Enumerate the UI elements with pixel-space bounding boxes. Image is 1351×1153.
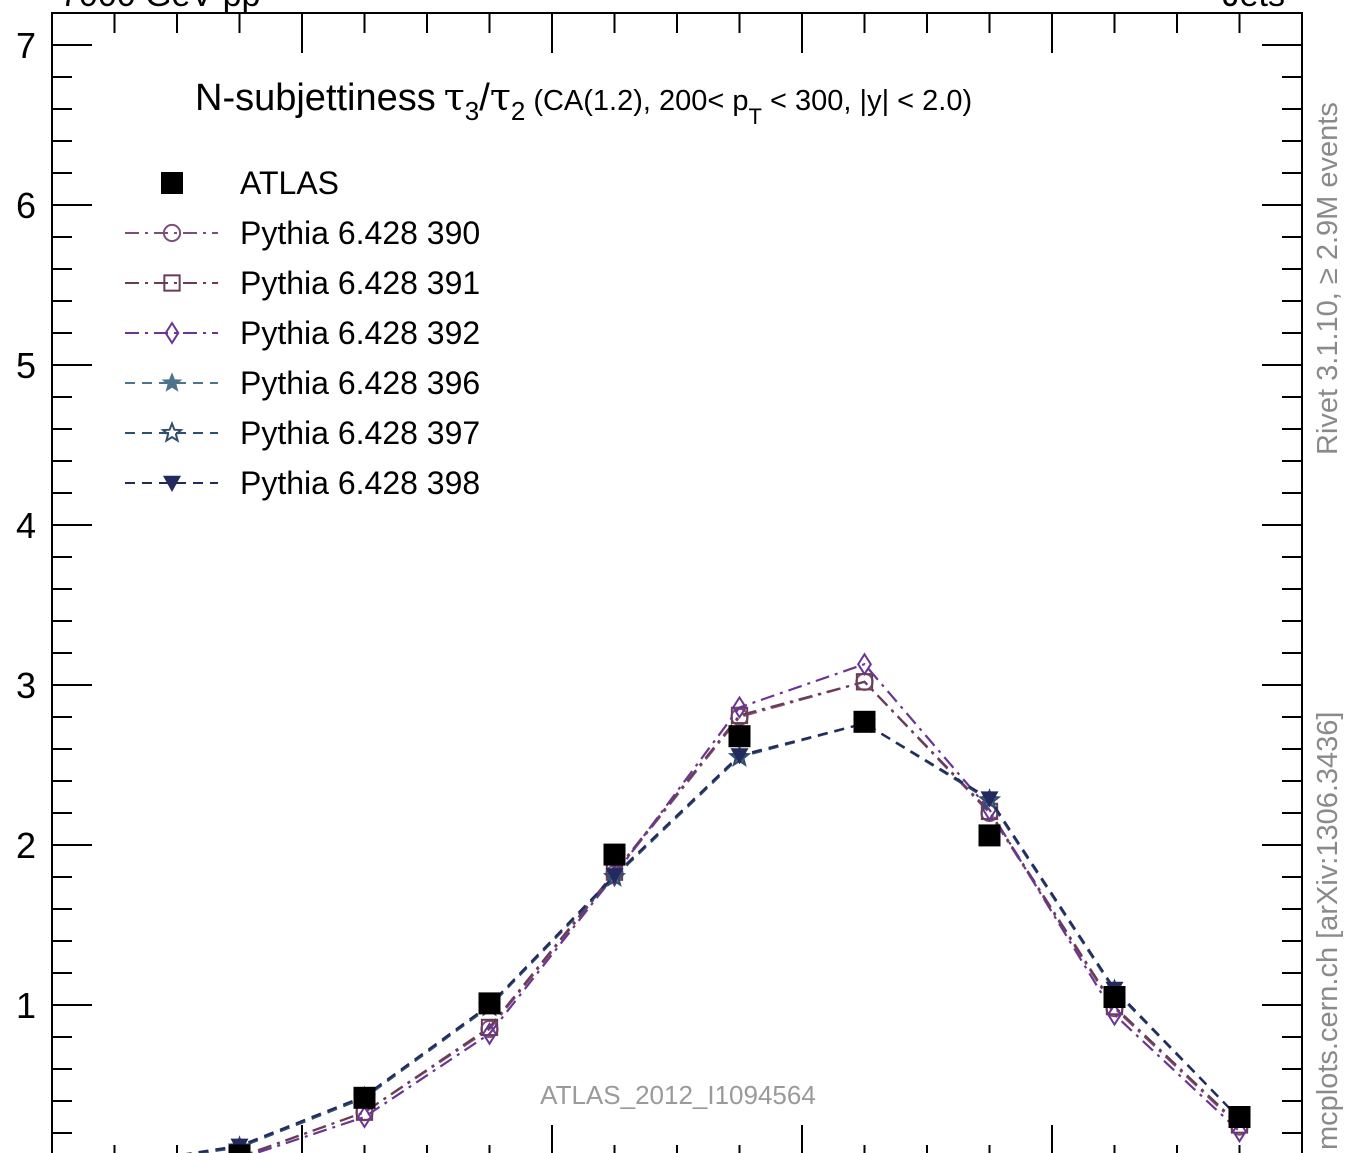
data-point-392 (357, 1105, 372, 1129)
legend-marker (164, 321, 180, 345)
legend-item-396: Pythia 6.428 396 (125, 365, 480, 401)
legend-marker (161, 372, 183, 392)
legend-item-392: Pythia 6.428 392 (125, 315, 480, 351)
series-line-391 (247, 680, 1241, 1153)
y-tick-label: 6 (16, 185, 36, 226)
legend-item-391: Pythia 6.428 391 (125, 265, 480, 301)
legend-label: Pythia 6.428 398 (240, 465, 480, 501)
data-point-392 (1232, 1119, 1247, 1144)
data-point-ATLAS (1103, 986, 1126, 1008)
series-ATLAS (228, 710, 1251, 1153)
legend-marker (160, 420, 184, 443)
beam-label: 7000 GeV pp (60, 0, 260, 14)
legend-label: Pythia 6.428 397 (240, 415, 480, 451)
data-point-ATLAS (228, 1144, 251, 1153)
legend-marker (163, 274, 181, 292)
legend-label: Pythia 6.428 390 (240, 215, 480, 251)
data-point-392 (732, 695, 747, 720)
rivet-version-label: Rivet 3.1.10, ≥ 2.9M events (1312, 102, 1344, 455)
legend-label: ATLAS (240, 165, 339, 201)
legend-item-397: Pythia 6.428 397 (125, 415, 480, 451)
data-point-392 (1107, 1002, 1122, 1027)
data-point-392 (482, 1022, 497, 1046)
legend-item-ATLAS: ATLAS (161, 165, 339, 201)
legend-item-390: Pythia 6.428 390 (125, 215, 480, 251)
legend-marker (161, 172, 183, 194)
series-line-398 (185, 722, 1241, 1153)
mcplots-source-label: mcplots.cern.ch [arXiv:1306.3436] (1312, 712, 1344, 1150)
y-tick-label: 2 (16, 825, 36, 866)
data-point-398 (980, 791, 999, 808)
data-point-ATLAS (1228, 1106, 1251, 1128)
data-point-ATLAS (853, 710, 876, 733)
data-point-ATLAS (728, 725, 751, 748)
series-392 (235, 652, 1247, 1153)
data-point-ATLAS (978, 824, 1001, 847)
series-layer (114, 652, 1252, 1153)
chart-title: N-subjettiness τ3/τ2 (CA(1.2), 200< pT < 3… (195, 75, 972, 129)
legend-item-398: Pythia 6.428 398 (125, 465, 480, 501)
data-point-392 (857, 652, 872, 676)
legend-label: Pythia 6.428 391 (240, 265, 480, 301)
data-point-ATLAS (353, 1086, 376, 1109)
legend-marker (162, 223, 182, 243)
y-tick-label: 4 (16, 505, 36, 546)
y-tick-label: 7 (16, 25, 36, 66)
y-tick-label: 3 (16, 665, 36, 706)
legend-label: Pythia 6.428 396 (240, 365, 480, 401)
legend-label: Pythia 6.428 392 (240, 315, 480, 351)
data-point-398 (605, 868, 624, 885)
data-point-398 (730, 748, 749, 765)
y-tick-label: 5 (16, 345, 36, 386)
process-label: Jets (1223, 0, 1285, 14)
legend-marker (163, 475, 181, 492)
legend: ATLAS Pythia 6.428 390 Pythia 6.428 391 Pyt… (125, 165, 480, 501)
data-point-ATLAS (478, 992, 501, 1015)
y-tick-label: 1 (16, 985, 36, 1026)
data-point-ATLAS (603, 843, 626, 866)
axes: 1 2 3 4 5 6 7 (16, 12, 1303, 1153)
analysis-watermark: ATLAS_2012_I1094564 (540, 1080, 816, 1110)
